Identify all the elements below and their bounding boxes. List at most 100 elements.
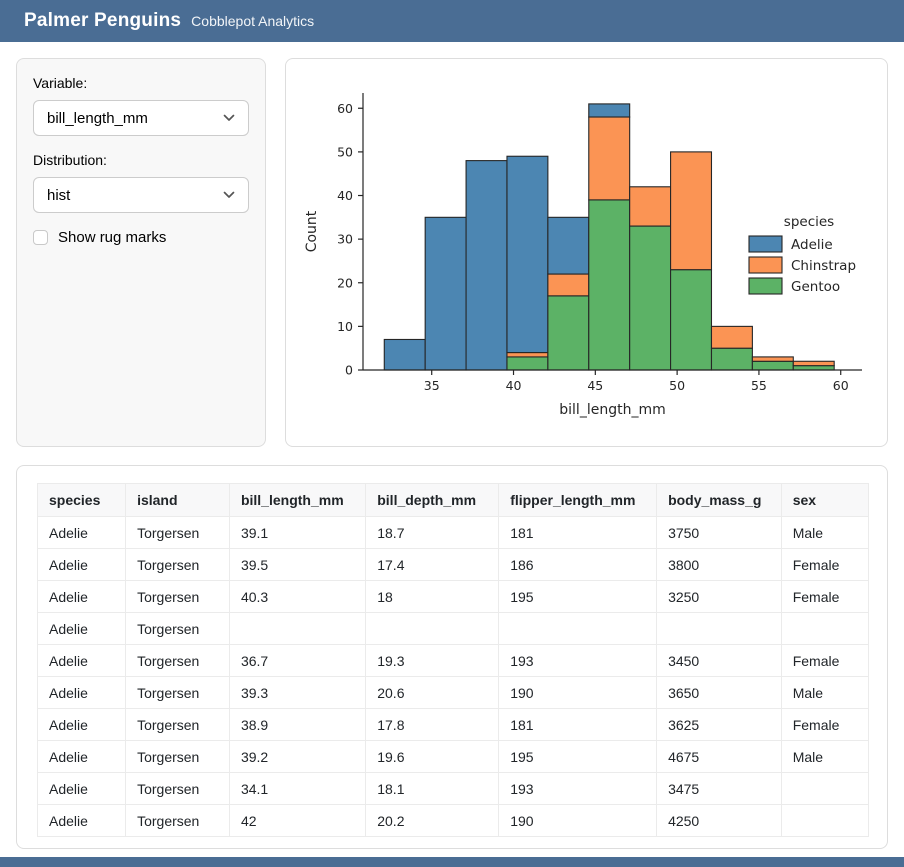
table-cell: 39.1 <box>228 516 367 549</box>
table-row: Adelie Torgersen <box>36 612 870 645</box>
column-header: island <box>125 483 230 517</box>
svg-text:60: 60 <box>337 101 353 116</box>
chevron-down-icon <box>223 191 235 199</box>
table-cell: Female <box>780 580 870 613</box>
table-cell: Adelie <box>36 740 127 773</box>
distribution-select-value: hist <box>47 186 71 204</box>
svg-text:30: 30 <box>337 232 353 247</box>
app-header: Palmer Penguins Cobblepot Analytics <box>0 0 904 42</box>
table-cell: Torgersen <box>125 644 230 677</box>
table-cell: 4250 <box>656 804 782 837</box>
svg-text:40: 40 <box>506 378 522 393</box>
column-header: sex <box>780 483 870 517</box>
table-cell: Male <box>780 516 870 549</box>
table-cell: 3450 <box>656 644 782 677</box>
table-cell: Female <box>780 708 870 741</box>
app-footer <box>0 857 904 867</box>
svg-text:60: 60 <box>833 378 849 393</box>
svg-text:50: 50 <box>669 378 685 393</box>
table-cell: 181 <box>498 516 658 549</box>
table-cell <box>498 612 658 645</box>
table-cell: Torgersen <box>125 804 230 837</box>
histogram-card: 35 40 45 50 55 60 0 10 20 30 40 50 60 bill_length_mm C… <box>285 58 888 447</box>
distribution-select[interactable]: hist <box>33 177 249 213</box>
app-subtitle: Cobblepot Analytics <box>191 13 315 29</box>
table-cell: 20.2 <box>365 804 500 837</box>
svg-text:Adelie: Adelie <box>791 237 833 253</box>
table-cell <box>780 804 870 837</box>
table-cell: Torgersen <box>125 612 230 645</box>
table-row: Adelie Torgersen 39.5 17.4 186 3800 Female <box>36 548 870 581</box>
svg-text:35: 35 <box>424 378 440 393</box>
svg-text:Gentoo: Gentoo <box>791 279 840 295</box>
svg-text:species: species <box>784 214 834 230</box>
column-header: species <box>36 483 127 517</box>
table-cell <box>365 612 500 645</box>
column-header: flipper_length_mm <box>498 483 658 517</box>
table-cell: Adelie <box>36 676 127 709</box>
table-cell: Adelie <box>36 612 127 645</box>
data-table-card: species island bill_length_mm bill_depth_mm… <box>16 465 888 849</box>
table-cell: Torgersen <box>125 516 230 549</box>
histogram-chart: 35 40 45 50 55 60 0 10 20 30 40 50 60 bill_length_mm C… <box>304 93 862 418</box>
table-cell: 3750 <box>656 516 782 549</box>
table-cell: 186 <box>498 548 658 581</box>
table-cell: 17.4 <box>365 548 500 581</box>
table-cell: Torgersen <box>125 708 230 741</box>
svg-text:20: 20 <box>337 275 353 290</box>
table-row: Adelie Torgersen 40.3 18 195 3250 Female <box>36 580 870 613</box>
svg-text:10: 10 <box>337 319 353 334</box>
table-cell: 190 <box>498 676 658 709</box>
svg-text:45: 45 <box>587 378 603 393</box>
table-row: Adelie Torgersen 42 20.2 190 4250 <box>36 804 870 837</box>
svg-text:Chinstrap: Chinstrap <box>791 258 856 274</box>
svg-text:40: 40 <box>337 188 353 203</box>
column-header: body_mass_g <box>656 483 782 517</box>
table-cell: 181 <box>498 708 658 741</box>
show-rug-checkbox[interactable] <box>33 230 48 245</box>
table-row: Adelie Torgersen 39.3 20.6 190 3650 Male <box>36 676 870 709</box>
table-cell: 193 <box>498 772 658 805</box>
chevron-down-icon <box>223 114 235 122</box>
table-cell <box>780 612 870 645</box>
table-cell: Adelie <box>36 772 127 805</box>
table-cell: Adelie <box>36 548 127 581</box>
svg-text:0: 0 <box>345 363 353 378</box>
table-cell <box>656 612 782 645</box>
table-cell: 3800 <box>656 548 782 581</box>
table-cell: Female <box>780 548 870 581</box>
table-row: Adelie Torgersen 39.2 19.6 195 4675 Male <box>36 740 870 773</box>
table-cell: 40.3 <box>228 580 367 613</box>
svg-text:bill_length_mm: bill_length_mm <box>559 402 665 418</box>
table-cell: 4675 <box>656 740 782 773</box>
table-cell: 34.1 <box>228 772 367 805</box>
table-cell: Torgersen <box>125 740 230 773</box>
table-cell: 18.7 <box>365 516 500 549</box>
table-cell: Male <box>780 676 870 709</box>
table-body: Adelie Torgersen 39.1 18.7 181 3750 Male Adelie… <box>36 516 870 837</box>
svg-text:Count: Count <box>304 210 320 252</box>
table-cell: 18 <box>365 580 500 613</box>
table-cell: Adelie <box>36 708 127 741</box>
table-cell: Torgersen <box>125 676 230 709</box>
show-rug-label: Show rug marks <box>58 229 167 246</box>
controls-panel: Variable: bill_length_mm Distribution: h… <box>16 58 266 447</box>
table-cell: 3475 <box>656 772 782 805</box>
table-cell: 36.7 <box>228 644 367 677</box>
table-cell: 17.8 <box>365 708 500 741</box>
table-cell <box>780 772 870 805</box>
table-cell: 3250 <box>656 580 782 613</box>
table-row: Adelie Torgersen 38.9 17.8 181 3625 Female <box>36 708 870 741</box>
table-row: Adelie Torgersen 36.7 19.3 193 3450 Female <box>36 644 870 677</box>
table-cell: 39.2 <box>228 740 367 773</box>
svg-text:55: 55 <box>751 378 767 393</box>
table-cell: Adelie <box>36 804 127 837</box>
table-cell: Male <box>780 740 870 773</box>
table-cell: 39.5 <box>228 548 367 581</box>
table-cell: Adelie <box>36 516 127 549</box>
table-cell: Torgersen <box>125 548 230 581</box>
variable-select[interactable]: bill_length_mm <box>33 100 249 136</box>
table-cell: Torgersen <box>125 580 230 613</box>
table-cell: Adelie <box>36 644 127 677</box>
table-cell: Adelie <box>36 580 127 613</box>
